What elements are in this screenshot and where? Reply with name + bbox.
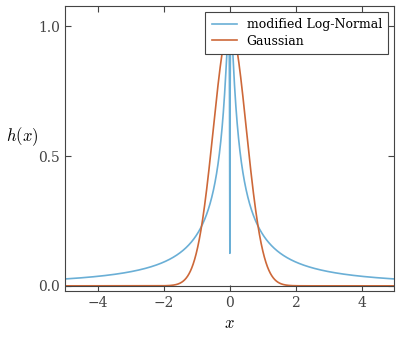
- modified Log-Normal: [260, 233, 265, 237]
- Gaussian: [334, 284, 338, 288]
- Gaussian: [188, 268, 193, 272]
- Gaussian: [227, 24, 232, 28]
- Line: modified Log-Normal: modified Log-Normal: [65, 26, 394, 279]
- Legend: modified Log-Normal, Gaussian: modified Log-Normal, Gaussian: [206, 12, 388, 54]
- modified Log-Normal: [188, 240, 193, 244]
- Gaussian: [277, 281, 282, 285]
- modified Log-Normal: [308, 265, 313, 269]
- Gaussian: [308, 284, 313, 288]
- Gaussian: [260, 248, 265, 252]
- modified Log-Normal: [392, 277, 397, 281]
- Line: Gaussian: Gaussian: [65, 26, 394, 286]
- modified Log-Normal: [63, 277, 68, 281]
- modified Log-Normal: [226, 24, 231, 28]
- X-axis label: $x$: $x$: [224, 315, 235, 333]
- Gaussian: [392, 284, 397, 288]
- Y-axis label: $h(x)$: $h(x)$: [6, 126, 38, 148]
- modified Log-Normal: [277, 250, 282, 255]
- modified Log-Normal: [334, 271, 338, 275]
- Gaussian: [63, 284, 68, 288]
- Gaussian: [122, 284, 127, 288]
- modified Log-Normal: [122, 271, 127, 275]
